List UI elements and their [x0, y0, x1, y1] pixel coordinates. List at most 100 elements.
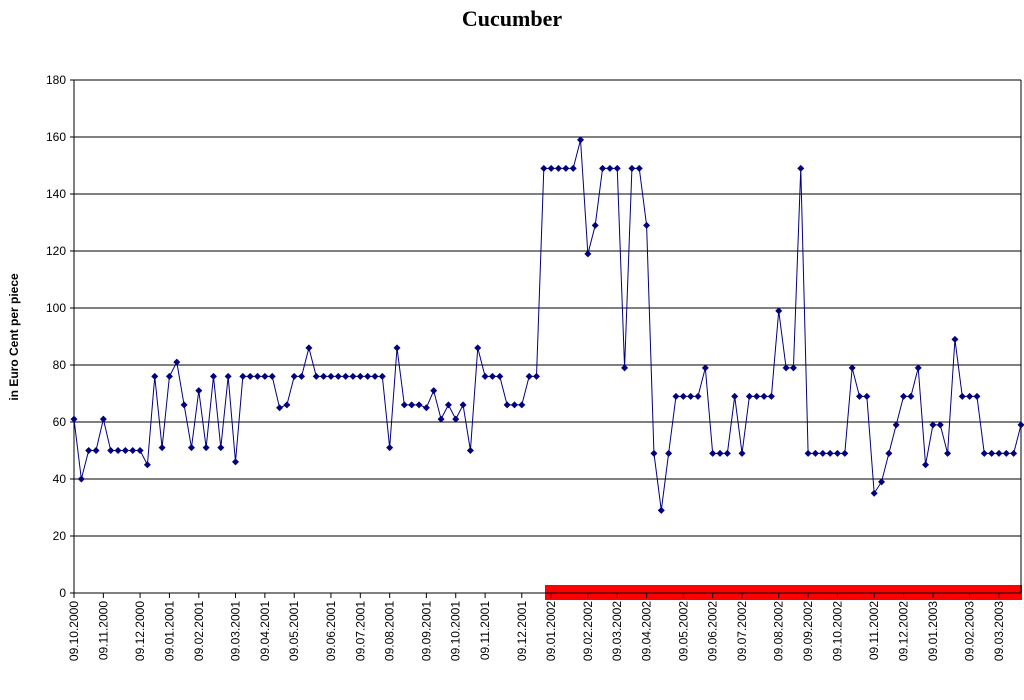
marker [988, 449, 996, 457]
marker [488, 372, 496, 380]
marker [870, 489, 878, 497]
x-tick-label: 09.05.2002 [676, 601, 690, 661]
marker [782, 364, 790, 372]
marker [532, 372, 540, 380]
marker [510, 401, 518, 409]
marker [811, 449, 819, 457]
x-tick-label: 09.11.2001 [478, 601, 492, 660]
marker [951, 335, 959, 343]
marker [753, 392, 761, 400]
marker [276, 404, 284, 412]
marker [878, 478, 886, 486]
marker [261, 372, 269, 380]
marker [848, 364, 856, 372]
marker [224, 372, 232, 380]
marker [400, 401, 408, 409]
x-tick-label: 09.03.2003 [992, 601, 1006, 661]
marker [254, 372, 262, 380]
marker [892, 421, 900, 429]
marker [745, 392, 753, 400]
chart-title: Cucumber [462, 6, 562, 31]
y-tick-label: 180 [46, 73, 66, 87]
marker [907, 392, 915, 400]
marker [437, 415, 445, 423]
marker [826, 449, 834, 457]
marker [1017, 421, 1024, 429]
x-tick-label: 09.02.2002 [581, 601, 595, 661]
marker [569, 164, 577, 172]
marker [775, 307, 783, 315]
marker [804, 449, 812, 457]
marker [239, 372, 247, 380]
x-tick-label: 09.12.2000 [133, 601, 147, 661]
marker [129, 447, 137, 454]
y-tick-label: 120 [46, 244, 66, 258]
x-tick-label: 09.08.2002 [772, 601, 786, 661]
marker [547, 164, 555, 172]
marker [92, 447, 100, 454]
marker [320, 372, 328, 380]
marker [672, 392, 680, 400]
x-tick-label: 09.01.2002 [544, 601, 558, 661]
marker [966, 392, 974, 400]
marker [77, 475, 85, 483]
marker [738, 449, 746, 457]
marker [650, 449, 658, 457]
marker [503, 401, 511, 409]
marker [665, 449, 673, 457]
marker [540, 164, 548, 172]
marker [305, 344, 313, 352]
marker [679, 392, 687, 400]
x-tick-label: 09.03.2002 [610, 601, 624, 661]
marker [797, 164, 805, 172]
marker [841, 449, 849, 457]
y-tick-label: 20 [53, 529, 67, 543]
marker [444, 401, 452, 409]
marker [613, 164, 621, 172]
marker [914, 364, 922, 372]
marker [723, 449, 731, 457]
marker [885, 449, 893, 457]
marker [584, 250, 592, 258]
marker [958, 392, 966, 400]
marker [408, 401, 416, 409]
x-tick-label: 09.01.2001 [162, 601, 176, 661]
y-tick-label: 100 [46, 301, 66, 315]
marker [173, 358, 181, 366]
marker [202, 444, 210, 452]
marker [136, 447, 144, 454]
marker [356, 372, 364, 380]
marker [621, 364, 629, 372]
marker [496, 372, 504, 380]
marker [936, 421, 944, 429]
marker [452, 415, 460, 423]
marker [187, 444, 195, 452]
marker [158, 444, 166, 452]
marker [327, 372, 335, 380]
x-tick-label: 09.10.2002 [830, 601, 844, 661]
y-axis-label: in Euro Cent per piece [7, 273, 21, 401]
marker [731, 392, 739, 400]
marker [180, 401, 188, 409]
marker [466, 447, 474, 454]
marker [687, 392, 695, 400]
marker [833, 449, 841, 457]
marker [973, 392, 981, 400]
y-tick-label: 80 [53, 358, 67, 372]
series-line [73, 139, 1022, 511]
marker [635, 164, 643, 172]
marker [107, 447, 115, 454]
marker [929, 421, 937, 429]
marker [195, 387, 203, 395]
x-tick-label: 09.11.2002 [867, 601, 881, 660]
marker [378, 372, 386, 380]
marker [922, 461, 930, 469]
marker [628, 164, 636, 172]
marker [459, 401, 467, 409]
marker [121, 447, 129, 454]
marker [217, 444, 225, 452]
x-tick-label: 09.09.2001 [419, 601, 433, 661]
marker [716, 449, 724, 457]
x-tick-label: 09.03.2001 [229, 601, 243, 661]
marker [555, 164, 563, 172]
